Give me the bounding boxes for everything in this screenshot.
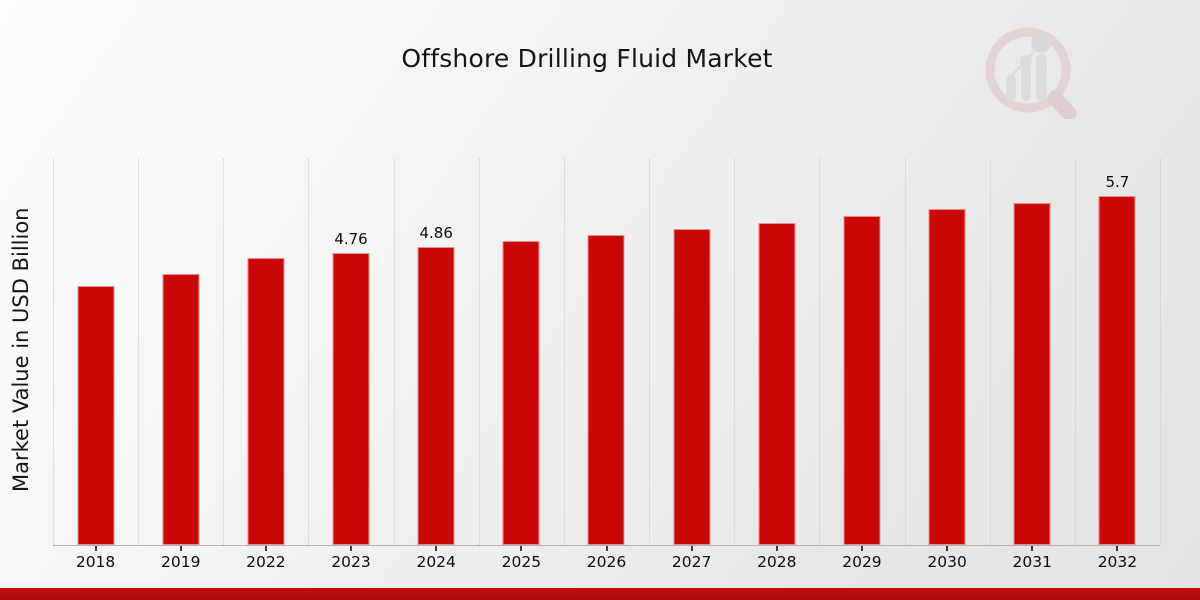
x-tick-2032 [1116, 546, 1119, 551]
x-tick-label-2024: 2024 [416, 553, 456, 571]
bar-slot-2025 [479, 159, 564, 545]
bar-value-label-2024: 4.86 [419, 224, 453, 242]
x-tick-2025 [520, 546, 523, 551]
market-research-magnifier-logo-icon [985, 27, 1077, 119]
x-tick-label-2029: 2029 [842, 553, 882, 571]
bar-2025 [502, 241, 540, 545]
bar-value-label-2032: 5.7 [1105, 173, 1130, 191]
magnifier-ring [985, 27, 1071, 113]
bar-2026 [587, 235, 625, 545]
x-tick-label-2022: 2022 [246, 553, 286, 571]
x-tick-label-2027: 2027 [671, 553, 712, 571]
logo-bar-small [1006, 74, 1016, 101]
x-tick-2030 [946, 546, 949, 551]
trend-dot-large [1031, 33, 1051, 53]
bar-2023 [332, 253, 370, 545]
logo-bar-medium [1021, 64, 1031, 101]
bar-slot-2028 [734, 159, 819, 545]
x-tick-label-2019: 2019 [160, 553, 201, 571]
bar-slot-2029 [819, 159, 904, 545]
gridline [819, 159, 821, 545]
x-tick-label-2028: 2028 [757, 553, 797, 571]
x-tick-label-2025: 2025 [501, 553, 542, 571]
brand-accent-band [0, 588, 1200, 600]
bar-slot-2032: 5.7 [1075, 159, 1160, 545]
x-tick-2024 [435, 546, 438, 551]
gridline [1160, 159, 1161, 545]
gridline [649, 159, 651, 545]
x-tick-2019 [179, 546, 182, 551]
gridline [989, 159, 991, 545]
x-axis-line [53, 545, 1160, 546]
plot-area: 2018 2019 2022 2023 4.76 2024 4.86 2025 2026 2027… [53, 159, 1161, 571]
x-tick-2023 [350, 546, 353, 551]
x-tick-2031 [1031, 546, 1034, 551]
x-tick-label-2032: 2032 [1097, 553, 1138, 571]
bar-2022 [247, 258, 285, 545]
gridline [1074, 159, 1076, 545]
gridline [563, 159, 565, 545]
x-tick-label-2023: 2023 [331, 553, 371, 571]
gridline [478, 159, 480, 545]
x-tick-label-2018: 2018 [75, 553, 116, 571]
bar-2027 [673, 229, 711, 545]
gridline [904, 159, 906, 545]
logo-bar-tall [1036, 54, 1047, 101]
bar-2030 [928, 209, 966, 545]
bar-slot-2030 [905, 159, 990, 545]
y-axis-label: Market Value in USD Billion [9, 207, 33, 493]
x-tick-2018 [94, 546, 97, 551]
x-tick-label-2031: 2031 [1012, 553, 1052, 571]
x-tick-2026 [605, 546, 608, 551]
x-tick-label-2026: 2026 [586, 553, 627, 571]
magnifier-handle [1047, 90, 1077, 119]
bar-slot-2024: 4.86 [394, 159, 479, 545]
bar-value-label-2023: 4.76 [334, 230, 368, 248]
bar-slot-2023: 4.76 [308, 159, 393, 545]
gridline [53, 159, 54, 545]
x-tick-label-2030: 2030 [927, 553, 967, 571]
bar-slot-2031 [990, 159, 1075, 545]
x-tick-2029 [860, 546, 863, 551]
bar-slot-2019 [138, 159, 223, 545]
bar-2028 [758, 223, 796, 545]
gridline [138, 159, 140, 545]
bar-slot-2027 [649, 159, 734, 545]
bar-slot-2026 [564, 159, 649, 545]
bar-slot-2018 [53, 159, 138, 545]
bar-slot-2022 [223, 159, 308, 545]
bar-2018 [77, 286, 115, 545]
bar-2032 [1098, 196, 1136, 545]
bar-2031 [1013, 203, 1051, 545]
gridline [308, 159, 310, 545]
chart-title: Offshore Drilling Fluid Market [401, 44, 773, 73]
gridline [734, 159, 736, 545]
x-tick-2028 [775, 546, 778, 551]
gridline [393, 159, 395, 545]
x-tick-2027 [690, 546, 693, 551]
bar-2019 [162, 274, 200, 545]
gridline [223, 159, 225, 545]
bar-2029 [843, 216, 881, 545]
bar-2024 [417, 247, 455, 545]
trend-dot-small [1020, 55, 1032, 67]
x-tick-2022 [264, 546, 267, 551]
